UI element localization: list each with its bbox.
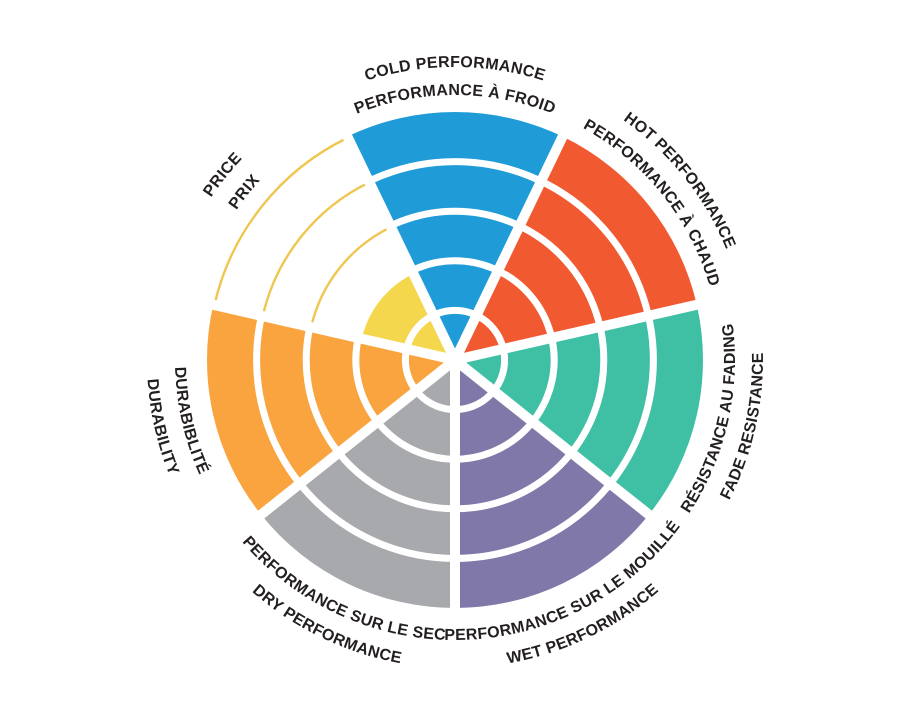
sector-price-label-fr: PRIX [226,172,264,213]
sector-divider-line [194,295,457,365]
sector-divider-line [453,295,716,365]
sector-price-unfilled-ring-outline [213,136,349,306]
sector-cold-performance-wedge [347,112,563,360]
sector-divider-line [335,118,460,363]
sector-durability-wedge [207,304,455,515]
sector-hot-performance-wedge [455,136,697,360]
sector-price-unfilled-ring-outline [309,225,392,328]
sector-dry-performance-wedge [261,360,455,608]
sector-price-unfilled-ring-outline [261,181,370,317]
sector-cold-performance-label-en: COLD PERFORMANCE [363,54,548,85]
unfilled-ring-outlines [213,136,392,328]
sector-fade-resistance-wedge [455,304,703,515]
sector-divider-line [243,356,459,530]
sector-dividers [194,118,716,626]
sector-divider-line [451,356,667,530]
sector-wet-performance-wedge [455,360,649,608]
sector-wedges [207,112,703,608]
sector-divider-line [450,118,575,363]
